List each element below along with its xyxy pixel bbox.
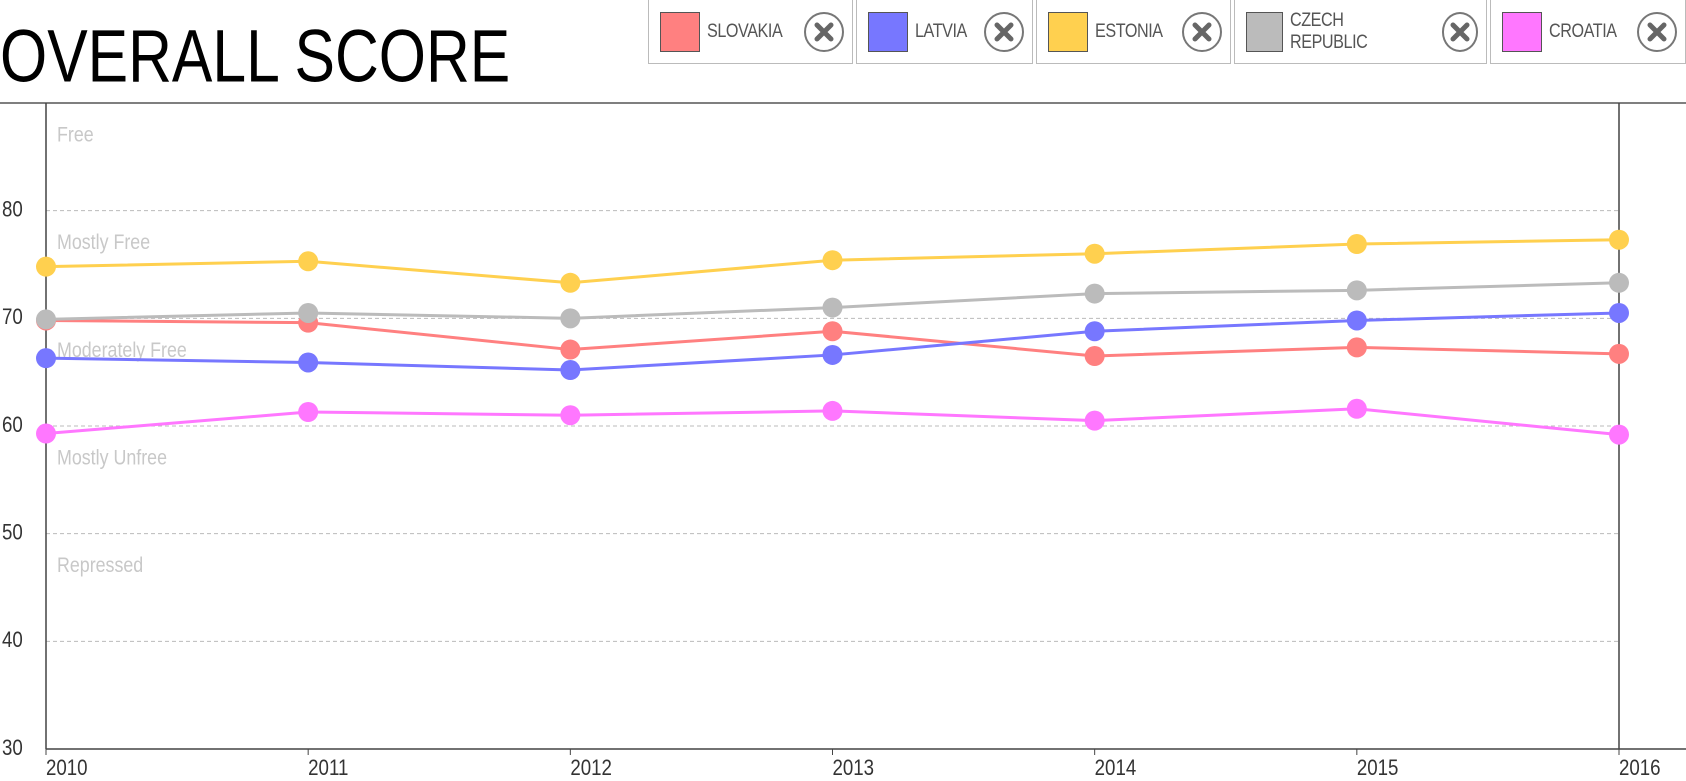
point (36, 309, 56, 330)
legend-swatch (1246, 11, 1283, 52)
legend-label: CZECH REPUBLIC (1289, 9, 1368, 53)
legend-swatch (867, 11, 908, 52)
point (1609, 229, 1629, 250)
legend-label: CROATIA (1549, 20, 1618, 42)
point (1609, 424, 1629, 445)
remove-icon (814, 22, 834, 41)
legend: SLOVAKIA LATVIA ESTONIA CZECH REPUBLIC CROAT… (648, 0, 1686, 64)
point (560, 339, 581, 360)
band-label: Mostly Unfree (57, 446, 167, 470)
legend-item: LATVIA (855, 0, 1033, 64)
point (1346, 234, 1367, 255)
remove-button[interactable] (803, 11, 844, 52)
remove-button[interactable] (1182, 11, 1223, 52)
y-tick-label: 70 (2, 306, 23, 330)
point (298, 302, 319, 323)
legend-item: CROATIA (1490, 0, 1686, 64)
remove-icon (1450, 22, 1470, 41)
y-tick-label: 60 (2, 413, 23, 437)
point (1084, 321, 1105, 342)
y-tick-label: 40 (2, 629, 23, 653)
chart-title: OVERALL SCORE (0, 16, 510, 98)
point (1609, 302, 1629, 323)
x-tick-label: 2011 (308, 756, 348, 780)
legend-item: CZECH REPUBLIC (1234, 0, 1488, 64)
point (560, 405, 581, 426)
x-tick-label: 2016 (1619, 756, 1661, 780)
point (298, 251, 319, 272)
point (1084, 283, 1105, 304)
legend-swatch (1502, 11, 1543, 52)
point (560, 360, 581, 381)
point (1609, 343, 1629, 364)
point (298, 352, 319, 373)
remove-icon (1647, 22, 1667, 41)
remove-button[interactable] (1637, 11, 1677, 52)
remove-button[interactable] (983, 11, 1024, 52)
point (560, 308, 581, 329)
band-label: Free (57, 123, 94, 147)
remove-button[interactable] (1441, 11, 1479, 52)
point (36, 256, 56, 277)
band-label: Repressed (57, 554, 143, 578)
legend-swatch (1047, 11, 1088, 52)
legend-item: ESTONIA (1035, 0, 1232, 64)
band-label: Moderately Free (57, 339, 187, 363)
point (298, 402, 319, 423)
point (36, 423, 56, 444)
y-tick-label: 80 (2, 198, 23, 222)
point (1084, 243, 1105, 264)
point (822, 400, 843, 421)
x-tick-label: 2014 (1095, 756, 1137, 780)
legend-swatch (660, 11, 700, 52)
legend-label: LATVIA (914, 20, 967, 42)
remove-icon (994, 22, 1014, 41)
point (1346, 280, 1367, 301)
point (36, 348, 56, 369)
legend-item: SLOVAKIA (648, 0, 853, 64)
x-tick-label: 2013 (833, 756, 875, 780)
point (1346, 398, 1367, 419)
point (822, 250, 843, 271)
x-tick-label: 2012 (570, 756, 612, 780)
point (1609, 272, 1629, 293)
point (822, 344, 843, 365)
point (1084, 410, 1105, 431)
x-tick-label: 2015 (1357, 756, 1399, 780)
band-label: Mostly Free (57, 231, 150, 255)
legend-label: SLOVAKIA (707, 20, 783, 42)
point (822, 321, 843, 342)
point (1346, 310, 1367, 331)
y-tick-label: 50 (2, 521, 23, 545)
legend-label: ESTONIA (1094, 20, 1163, 42)
remove-icon (1192, 22, 1212, 41)
point (1084, 346, 1105, 367)
point (560, 272, 581, 293)
point (1346, 337, 1367, 358)
x-tick-label: 2010 (46, 756, 88, 780)
y-tick-label: 30 (2, 736, 23, 760)
point (822, 297, 843, 318)
